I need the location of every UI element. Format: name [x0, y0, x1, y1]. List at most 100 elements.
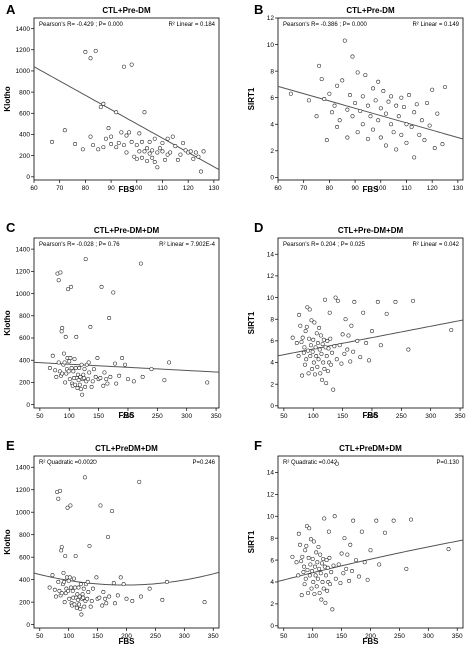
data-point — [350, 54, 355, 59]
data-point — [139, 155, 144, 160]
data-point — [330, 350, 335, 355]
data-point — [103, 596, 108, 601]
data-point — [98, 503, 103, 508]
data-point — [155, 150, 160, 155]
y-tick-label: 10 — [267, 42, 275, 49]
y-tick-label: 4 — [270, 579, 274, 586]
data-point — [134, 156, 139, 161]
data-point — [129, 139, 134, 144]
chart-title-f: CTL+PreDM+DM — [339, 444, 402, 453]
data-point — [81, 376, 86, 380]
y-tick-label: 0 — [26, 174, 30, 181]
data-point — [201, 149, 206, 154]
data-point — [338, 581, 343, 586]
data-point — [340, 332, 345, 337]
x-tick-label: 100 — [307, 633, 318, 640]
data-point — [345, 552, 350, 557]
y-tick-label: 6 — [270, 95, 274, 102]
data-point — [165, 136, 170, 141]
data-point — [142, 149, 147, 154]
data-point — [168, 150, 173, 155]
x-tick-label: 70 — [56, 185, 64, 192]
data-point — [88, 134, 93, 139]
data-point — [83, 384, 88, 389]
panel-b: B CTL+Pre-DM 60 70 80 90 100 110 120 130 0 2 4 6 8 10 12… — [247, 2, 464, 194]
data-point — [109, 142, 114, 146]
data-point — [328, 362, 333, 367]
data-point — [317, 347, 322, 352]
data-point — [381, 89, 386, 94]
data-point — [62, 360, 67, 365]
data-point — [167, 360, 172, 365]
y-tick-label: 12 — [267, 15, 275, 22]
data-point — [183, 148, 188, 153]
y-tick-label: 10 — [267, 513, 275, 520]
x-tick-label: 110 — [401, 185, 412, 192]
data-point — [389, 122, 394, 127]
data-point — [331, 387, 336, 392]
data-point — [145, 146, 150, 151]
data-point — [90, 586, 95, 591]
data-point — [313, 573, 318, 578]
data-point — [365, 577, 370, 582]
x-axis-label-e: FBS — [119, 637, 136, 646]
panel-letter-f: F — [254, 438, 262, 453]
data-point — [77, 594, 82, 599]
data-point — [129, 62, 134, 67]
panel-f: F CTL+PreDM+DM 50 100 150 200 250 300 350 0 2 4 6 8 10… — [247, 438, 464, 646]
y-tick-label: 1200 — [16, 487, 31, 494]
data-point — [83, 49, 88, 54]
data-point — [353, 101, 358, 105]
data-point — [89, 384, 94, 389]
data-point — [318, 552, 323, 557]
data-point — [71, 576, 76, 581]
x-tick-label: 60 — [274, 185, 282, 192]
x-tick-label: 50 — [36, 413, 44, 420]
data-point — [120, 356, 125, 360]
data-point — [314, 354, 319, 359]
data-point — [123, 362, 128, 367]
data-point — [376, 79, 381, 84]
data-point — [115, 593, 120, 598]
data-point — [425, 101, 430, 105]
data-point — [341, 571, 346, 576]
data-point — [312, 592, 317, 597]
chart-title-b: CTL+Pre-DM — [346, 6, 395, 15]
y-tick-label: 8 — [270, 68, 274, 75]
data-point — [310, 367, 315, 371]
data-point — [93, 48, 98, 53]
data-point — [345, 347, 350, 352]
panel-c: C CTL+Pre-DM+DM 50 100 150 200 250 300 350 0 200 40… — [3, 220, 222, 420]
data-point — [145, 158, 150, 163]
data-point — [430, 87, 435, 92]
data-point — [73, 366, 78, 370]
y-tick-label: 6 — [270, 557, 274, 564]
data-point — [100, 603, 105, 608]
data-point — [188, 149, 193, 154]
stat-annotation-right-f: P=0.130 — [436, 460, 459, 466]
data-point — [72, 602, 77, 607]
data-point — [313, 345, 318, 350]
y-tick-label: 0 — [270, 403, 274, 410]
stat-annotation-left-c: Pearson's R= -0.028 ; P= 0.76 — [39, 242, 120, 248]
data-point — [307, 573, 312, 578]
y-tick-label: 200 — [19, 380, 30, 387]
stat-annotation-right-e: P=0.246 — [192, 460, 215, 466]
y-tick-label: 400 — [19, 132, 30, 139]
data-point — [318, 371, 323, 376]
data-point — [78, 582, 83, 587]
data-point — [193, 150, 198, 155]
data-point — [354, 558, 359, 563]
x-tick-label: 350 — [452, 633, 463, 640]
data-point — [306, 371, 311, 376]
y-tick-label: 8 — [270, 535, 274, 542]
data-point — [313, 372, 317, 377]
panel-e: E CTL+PreDM+DM 50 100 150 200 250 300 350 0 200 400… — [3, 438, 220, 646]
data-point — [337, 118, 342, 123]
data-point — [90, 379, 95, 384]
data-point — [160, 140, 165, 145]
data-point — [349, 323, 354, 328]
data-point — [140, 374, 145, 379]
data-point — [134, 143, 139, 148]
